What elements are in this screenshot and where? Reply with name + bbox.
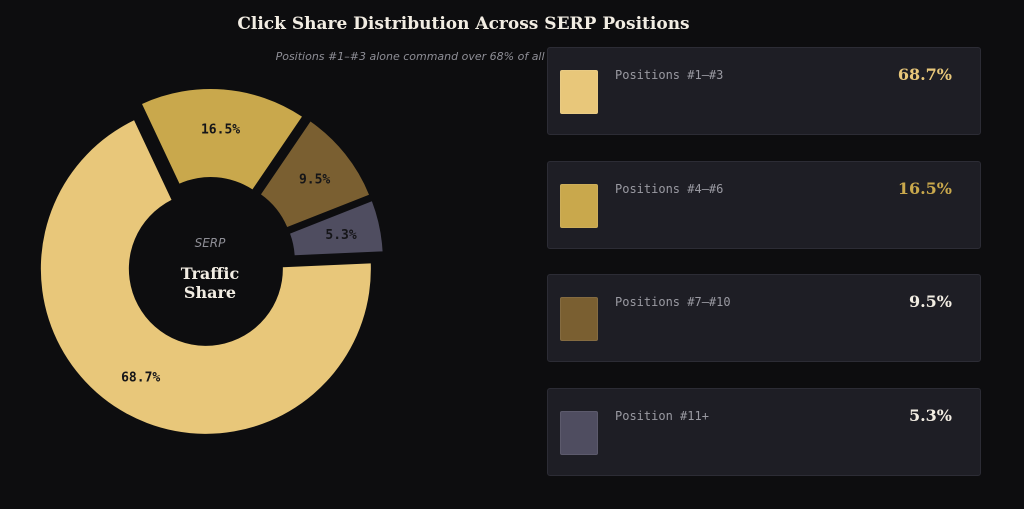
legend-card-position-11-plus: Position #11+ 5.3% — [547, 388, 981, 476]
donut-slice-label-4: 5.3% — [325, 228, 356, 243]
center-main-line1: Traffic — [181, 264, 240, 283]
legend-card-positions-7-10: Positions #7–#10 9.5% — [547, 274, 981, 362]
donut-slice-2 — [142, 89, 302, 190]
legend-swatch — [560, 184, 598, 228]
legend-label: Position #11+ — [615, 409, 709, 423]
legend-label: Positions #7–#10 — [615, 295, 731, 309]
legend-card-positions-4-6: Positions #4–#6 16.5% — [547, 161, 981, 249]
donut-slice-3 — [260, 121, 370, 228]
legend-card-positions-1-3: Positions #1–#3 68.7% — [547, 47, 981, 135]
legend-swatch — [560, 297, 598, 341]
donut-slice-label-1: 68.7% — [121, 371, 160, 386]
legend-value: 5.3% — [908, 406, 952, 425]
center-top-label: SERP — [195, 236, 227, 250]
donut-slice-labels: 68.7% 16.5% 9.5% 5.3% — [121, 122, 357, 385]
legend-value: 68.7% — [897, 65, 952, 84]
donut-slice-label-2: 16.5% — [201, 122, 240, 137]
donut-chart: 68.7% 16.5% 9.5% 5.3% SERP Traffic Share — [40, 89, 383, 434]
donut-slice-label-3: 9.5% — [299, 172, 330, 187]
donut-slice-4 — [290, 201, 383, 256]
legend-swatch — [560, 411, 598, 455]
donut-slices — [40, 89, 383, 434]
donut-slice-1 — [40, 120, 371, 434]
legend-value: 9.5% — [908, 292, 952, 311]
center-main-line2: Share — [184, 283, 236, 302]
chart-title: Click Share Distribution Across SERP Pos… — [237, 14, 690, 34]
legend-value: 16.5% — [897, 179, 952, 198]
legend-label: Positions #4–#6 — [615, 182, 724, 196]
legend-label: Positions #1–#3 — [615, 68, 724, 82]
legend-swatch — [560, 70, 598, 114]
